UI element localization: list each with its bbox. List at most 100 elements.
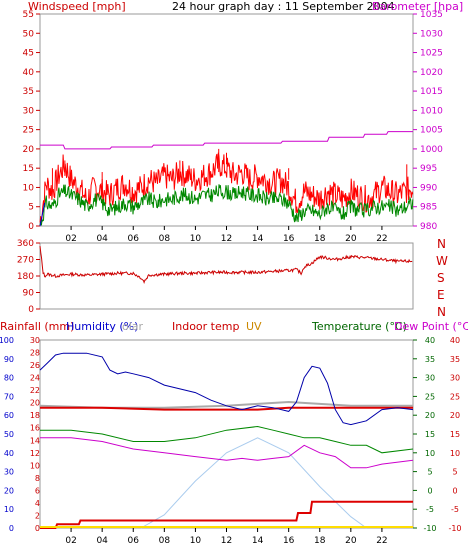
compass-e: E [437,288,445,302]
dewpoint-line [40,437,414,469]
wind-x-tick-label: 14 [252,234,264,244]
conditions-x-tick-label: 10 [190,536,202,546]
baro-y-tick-label: 1035 [420,10,443,20]
baro-y-tick-label: 1025 [420,49,443,59]
conditions-x-tick-label: 08 [159,536,171,546]
chart-marks: 0510152025303540455055980985990995100010… [0,10,462,546]
barometer-label: Barometer [hpa] [372,0,463,13]
wind-y-tick-label: 20 [23,145,35,155]
dewpoint-y-tick-label: 0 [452,486,457,495]
dewpoint-y-tick-label: 5 [452,468,457,477]
rainfall-y-tick-label: 12 [30,449,40,458]
compass-s: S [437,271,445,285]
temperature-y-tick-label: 10 [425,449,435,458]
dewpoint-y-tick-label: 25 [450,392,460,401]
direction-panel-frame [39,242,414,310]
conditions-panel-frame [39,339,414,529]
wind-y-tick-label: 40 [23,68,35,78]
wind-x-tick-label: 08 [159,234,171,244]
humidity-y-tick-label: 70 [4,392,14,401]
dewpoint-y-tick-label: -10 [448,524,461,533]
dewpoint-y-tick-label: 40 [450,336,460,345]
wind-direction-line [39,245,413,284]
wind-y-tick-label: 55 [23,10,34,20]
humidity-y-tick-label: 50 [4,430,14,439]
dewpoint-y-tick-label: -5 [451,505,459,514]
conditions-x-tick-label: 06 [128,536,140,546]
uv-label: UV [246,320,262,333]
humidity-y-tick-label: 60 [4,411,14,420]
temperature-line [40,425,414,454]
rainfall-y-tick-label: 26 [30,361,40,370]
baro-y-tick-label: 1015 [420,87,443,97]
baro-y-tick-label: 985 [420,203,437,213]
rainfall-y-tick-label: 8 [35,474,40,483]
rainfall-line [40,500,413,529]
baro-y-tick-label: 1020 [420,68,443,78]
rainfall-y-tick-label: 4 [35,499,40,508]
conditions-x-tick-label: 20 [345,536,357,546]
direction-y-tick-label: 180 [17,272,34,282]
humidity-y-tick-label: 0 [9,524,14,533]
conditions-x-tick-label: 02 [65,536,76,546]
wind-x-tick-label: 22 [376,234,387,244]
windspeed-label: Windspeed [mph] [28,0,126,13]
humidity-y-tick-label: 20 [4,486,14,495]
wind-x-tick-label: 02 [65,234,76,244]
graph-title: 24 hour graph day : 11 September 2004 [172,0,395,13]
rainfall-y-tick-label: 24 [30,374,40,383]
wind-x-tick-label: 18 [314,234,326,244]
compass-n-top: N [437,237,446,251]
wind-start-line [39,202,46,227]
wind-x-tick-label: 20 [345,234,357,244]
dewpoint-y-tick-label: 35 [450,355,460,364]
solar-label: olar [122,320,144,333]
wind-x-tick-label: 06 [128,234,140,244]
compass-w: W [436,254,448,268]
humidity-y-tick-label: 100 [0,336,14,345]
humidity-y-tick-label: 10 [4,505,14,514]
wind-x-tick-label: 04 [96,234,108,244]
baro-y-tick-label: 1000 [420,145,443,155]
rainfall-y-tick-label: 30 [30,336,40,345]
average-wind-line [39,184,414,227]
wind-x-tick-label: 16 [283,234,295,244]
temperature-y-tick-label: 5 [427,468,432,477]
rainfall-label: Rainfall (mm) [0,320,74,333]
indoor-temp-line [40,406,413,411]
conditions-x-tick-label: 18 [314,536,326,546]
rainfall-y-tick-label: 16 [30,424,40,433]
sky-curve [140,437,367,529]
indoor-temp-label: Indoor temp [172,320,239,333]
temperature-y-tick-label: 20 [425,411,435,420]
baro-y-tick-label: 980 [420,222,437,232]
conditions-x-tick-label: 14 [252,536,264,546]
dewpoint-y-tick-label: 30 [450,374,460,383]
conditions-x-tick-label: 12 [221,536,232,546]
dewpoint-y-tick-label: 20 [450,411,460,420]
dewpoint-y-tick-label: 10 [450,449,460,458]
baro-y-tick-label: 1030 [420,29,443,39]
temperature-y-tick-label: 0 [427,486,432,495]
wind-x-tick-label: 10 [190,234,202,244]
humidity-label: Humidity (%) [66,320,138,333]
humidity-y-tick-label: 40 [4,449,14,458]
wind-y-tick-label: 35 [23,87,34,97]
wind-y-tick-label: 45 [23,49,34,59]
direction-y-tick-label: 90 [23,289,35,299]
direction-y-tick-label: 0 [28,305,34,315]
conditions-x-tick-label: 22 [376,536,387,546]
temperature-y-tick-label: -5 [426,505,434,514]
dewpoint-label: Dew Point (°C) [394,320,468,333]
compass-n-bottom: N [437,305,446,319]
rainfall-y-tick-label: 6 [35,486,40,495]
direction-y-tick-label: 360 [17,239,34,249]
temperature-y-tick-label: 25 [425,392,435,401]
baro-y-tick-label: 1010 [420,106,443,116]
baro-y-tick-label: 1005 [420,126,443,136]
rainfall-y-tick-label: 2 [35,511,40,520]
conditions-x-tick-label: 04 [96,536,108,546]
wind-y-tick-label: 5 [28,203,34,213]
dewpoint-y-tick-label: 15 [450,430,460,439]
